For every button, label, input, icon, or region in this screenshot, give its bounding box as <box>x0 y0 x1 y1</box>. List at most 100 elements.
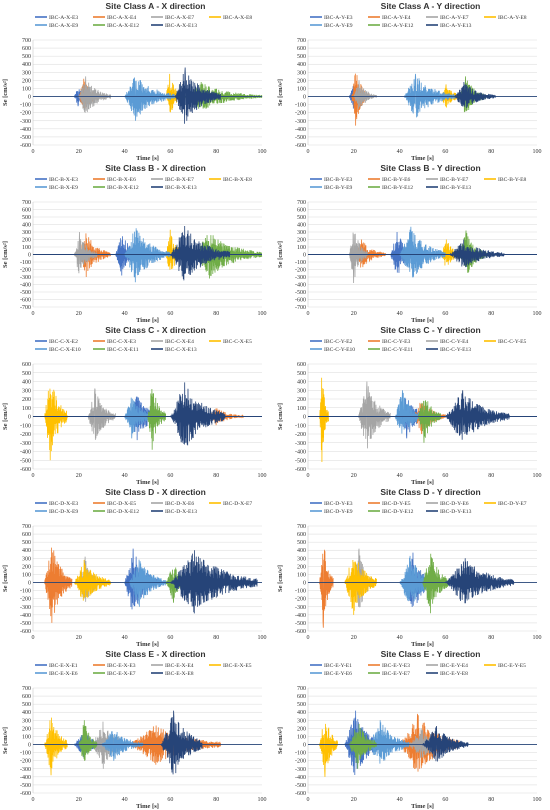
x-tick-label: 80 <box>213 311 219 317</box>
series-line <box>422 725 469 762</box>
y-tick-label: -500 <box>295 458 306 464</box>
y-tick-label: -200 <box>20 597 31 603</box>
series-line <box>78 76 112 113</box>
y-tick-label: -100 <box>20 751 31 757</box>
legend-label: IBC-E-X-E3 <box>107 663 136 669</box>
x-tick-label: 80 <box>213 473 219 479</box>
legend-label: IBC-E-Y-E8 <box>440 671 468 677</box>
x-tick-label: 60 <box>167 635 173 641</box>
x-tick-label: 40 <box>122 311 128 317</box>
y-tick-label: -700 <box>20 305 31 311</box>
legend-label: IBC-C-Y-E4 <box>440 339 468 345</box>
chart-svg: Site Class A - X direction -600 -500 -400 -3… <box>2 1 267 162</box>
y-tick-label: 700 <box>297 686 306 692</box>
y-tick-label: 400 <box>297 380 306 386</box>
y-tick-label: 600 <box>297 46 306 52</box>
y-tick-label: -600 <box>20 629 31 635</box>
x-tick-label: 100 <box>533 473 542 479</box>
x-tick-label: 20 <box>351 149 357 155</box>
x-tick-label: 40 <box>397 635 403 641</box>
y-tick-label: 200 <box>22 726 31 732</box>
y-tick-label: 0 <box>28 743 31 749</box>
y-tick-label: -400 <box>20 613 31 619</box>
x-tick-label: 80 <box>488 635 494 641</box>
x-tick-label: 100 <box>533 635 542 641</box>
y-tick-label: 700 <box>22 200 31 206</box>
y-tick-label: -300 <box>20 767 31 773</box>
y-tick-label: -600 <box>295 467 306 473</box>
y-tick-label: 400 <box>297 62 306 68</box>
series-line <box>319 549 334 628</box>
chart-panel: Site Class C - X direction -600 -500 -400 -3… <box>0 324 275 486</box>
y-tick-label: -200 <box>295 268 306 274</box>
y-tick-label: 600 <box>297 694 306 700</box>
y-tick-label: 300 <box>297 230 306 236</box>
series-line <box>78 720 98 761</box>
y-tick-label: -100 <box>20 260 31 266</box>
y-tick-label: 100 <box>22 245 31 251</box>
x-tick-label: 100 <box>533 797 542 803</box>
y-tick-label: 400 <box>22 380 31 386</box>
legend-label: IBC-C-Y-E2 <box>324 339 352 345</box>
y-tick-label: 300 <box>297 70 306 76</box>
y-tick-label: -100 <box>20 103 31 109</box>
y-tick-label: -100 <box>20 589 31 595</box>
chart-title: Site Class C - Y direction <box>380 325 480 335</box>
y-tick-label: -400 <box>295 613 306 619</box>
y-tick-label: -500 <box>20 458 31 464</box>
x-tick-label: 80 <box>213 797 219 803</box>
y-tick-label: -700 <box>295 305 306 311</box>
x-tick-label: 0 <box>32 473 35 479</box>
y-tick-label: 200 <box>297 726 306 732</box>
series-line <box>353 80 378 109</box>
y-tick-label: 400 <box>22 548 31 554</box>
legend-label: IBC-B-X-E3 <box>49 177 78 183</box>
y-tick-label: -500 <box>20 290 31 296</box>
x-tick-label: 20 <box>76 797 82 803</box>
x-tick-label: 100 <box>258 149 267 155</box>
x-tick-label: 20 <box>76 635 82 641</box>
legend-label: IBC-E-X-E6 <box>49 671 78 677</box>
y-tick-label: -100 <box>295 260 306 266</box>
y-axis-label: Se [cm/s²] <box>2 403 9 430</box>
legend-label: IBC-C-X-E10 <box>49 347 81 353</box>
legend-label: IBC-C-X-E11 <box>107 347 139 353</box>
legend-label: IBC-D-Y-E3 <box>324 501 353 507</box>
y-axis-label: Se [cm/s²] <box>2 241 9 268</box>
y-tick-label: -300 <box>295 441 306 447</box>
legend-label: IBC-D-X-E3 <box>49 501 78 507</box>
y-tick-label: 500 <box>297 540 306 546</box>
y-tick-label: 200 <box>297 397 306 403</box>
series-line <box>124 228 171 283</box>
y-tick-label: -500 <box>295 290 306 296</box>
y-tick-label: 500 <box>22 540 31 546</box>
legend-label: IBC-B-Y-E8 <box>498 177 526 183</box>
y-tick-label: -400 <box>295 450 306 456</box>
y-tick-label: -600 <box>20 791 31 797</box>
y-tick-label: 100 <box>22 86 31 92</box>
y-tick-label: -500 <box>295 783 306 789</box>
x-tick-label: 80 <box>213 149 219 155</box>
chart-title: Site Class E - X direction <box>105 649 205 659</box>
legend-label: IBC-B-X-E9 <box>49 185 78 191</box>
y-tick-label: 200 <box>297 78 306 84</box>
y-axis-label: Se [cm/s²] <box>277 403 284 430</box>
legend-label: IBC-A-Y-E12 <box>382 23 414 29</box>
y-axis-label: Se [cm/s²] <box>277 727 284 754</box>
y-tick-label: -300 <box>20 441 31 447</box>
chart-title: Site Class B - Y direction <box>380 163 480 173</box>
x-tick-label: 40 <box>122 473 128 479</box>
chart-svg: Site Class B - X direction -700-600 -500-4… <box>2 163 267 324</box>
x-tick-label: 60 <box>442 311 448 317</box>
y-axis-label: Se [cm/s²] <box>277 79 284 106</box>
legend-label: IBC-E-X-E5 <box>223 663 252 669</box>
x-axis-label: Time [s] <box>136 479 159 486</box>
series-line <box>87 388 116 440</box>
x-tick-label: 20 <box>351 311 357 317</box>
series-line <box>147 389 167 450</box>
y-tick-label: 600 <box>297 532 306 538</box>
y-axis-label: Se [cm/s²] <box>2 79 9 106</box>
y-tick-label: 100 <box>22 734 31 740</box>
x-tick-label: 40 <box>397 149 403 155</box>
y-tick-label: -500 <box>20 621 31 627</box>
